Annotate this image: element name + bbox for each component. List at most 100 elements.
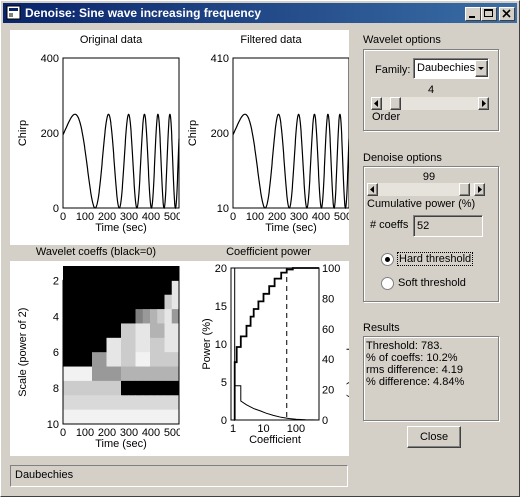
- x-tick-label: 500: [334, 211, 349, 223]
- close-icon: [502, 9, 511, 18]
- order-decrement-button[interactable]: [371, 97, 382, 110]
- heatmap-cell: [150, 352, 158, 368]
- y-tick-label: 200: [211, 128, 229, 140]
- heatmap-cell: [150, 280, 158, 296]
- soft-threshold-radio[interactable]: [381, 277, 394, 290]
- heatmap-cell: [113, 266, 122, 281]
- heatmap-cell: [135, 395, 144, 411]
- order-slider-thumb[interactable]: [389, 97, 401, 110]
- heatmap-cell: [171, 309, 180, 324]
- heatmap-cell: [63, 409, 71, 425]
- heatmap-cell: [157, 266, 165, 281]
- x-tick-label: 100: [76, 427, 94, 439]
- x-axis-label: Time (sec): [95, 222, 147, 234]
- hard-threshold-radio[interactable]: [381, 253, 394, 266]
- heatmap-cell: [142, 409, 151, 425]
- heatmap-cell: [150, 337, 158, 353]
- heatmap-cell: [157, 352, 165, 368]
- plot-frame: [62, 57, 180, 209]
- heatmap-cell: [77, 294, 86, 310]
- close-button[interactable]: Close: [407, 426, 461, 448]
- status-bar: Daubechies: [10, 465, 348, 487]
- heatmap-cell: [142, 323, 151, 339]
- heatmap-cell: [121, 409, 129, 425]
- heatmap-cell: [121, 309, 129, 324]
- heatmap-cell: [164, 395, 173, 411]
- soft-threshold-label[interactable]: Soft threshold: [398, 277, 466, 289]
- heatmap-cell: [164, 366, 173, 382]
- heatmap-cell: [106, 280, 115, 296]
- power-slider-thumb[interactable]: [458, 183, 470, 196]
- cumulative-power-slider[interactable]: [367, 183, 485, 196]
- app-icon: [6, 5, 21, 20]
- power-decrement-button[interactable]: [367, 183, 378, 196]
- title-bar[interactable]: Denoise: Sine wave increasing frequency: [3, 3, 517, 23]
- heatmap-cell: [84, 280, 93, 296]
- order-increment-button[interactable]: [478, 97, 489, 110]
- filtered-plot-title: Filtered data: [240, 34, 302, 46]
- y2-tick-label: 20: [322, 385, 334, 397]
- heatmap-cell: [70, 366, 78, 382]
- power-increment-button[interactable]: [474, 183, 485, 196]
- y-tick-label: 2: [53, 275, 59, 287]
- heatmap-cell: [121, 337, 129, 353]
- heatmap-cell: [92, 395, 100, 411]
- power-plot-title: Coefficient power: [226, 246, 311, 258]
- heatmap-cell: [157, 323, 165, 339]
- plot-frame: [230, 267, 320, 421]
- y2-tick-label: 40: [322, 354, 334, 366]
- heatmap-cell: [84, 337, 93, 353]
- y-axis-label: Chirp: [187, 120, 199, 146]
- heatmap-cell: [128, 323, 136, 339]
- heatmap-cell: [113, 352, 122, 368]
- heatmap-cell: [142, 352, 151, 368]
- heatmap-cell: [121, 280, 129, 296]
- x-tick-label: 100: [246, 211, 264, 223]
- heatmap-cell: [63, 323, 71, 339]
- heatmap-cell: [171, 266, 180, 281]
- heatmap-cell: [164, 280, 173, 296]
- heatmap-cell: [70, 266, 78, 281]
- heatmap-cell: [128, 380, 136, 396]
- heatmap-cell: [113, 337, 122, 353]
- heatmap-cell: [63, 294, 71, 310]
- y-tick-label: 8: [53, 383, 59, 395]
- heatmap-cell: [106, 395, 115, 411]
- maximize-button[interactable]: [481, 7, 497, 21]
- status-text: Daubechies: [15, 469, 74, 481]
- heatmap-cell: [135, 352, 144, 368]
- x-axis-label: Coefficient: [249, 434, 301, 446]
- heatmap-cell: [70, 294, 78, 310]
- cumulative-power-line: [233, 267, 319, 421]
- heatmap-cell: [99, 280, 107, 296]
- x-tick-label: 300: [120, 211, 138, 223]
- minimize-icon: [469, 16, 475, 18]
- heatmap-cell: [135, 266, 144, 281]
- heatmap-cell: [121, 395, 129, 411]
- results-group: [363, 336, 499, 421]
- wavelet-plot-title: Wavelet coeffs (black=0): [35, 246, 157, 258]
- y-tick-label: 410: [211, 53, 229, 65]
- minimize-button[interactable]: [465, 7, 481, 21]
- heatmap-cell: [106, 366, 115, 382]
- heatmap-cell: [63, 366, 71, 382]
- heatmap-cell: [99, 409, 107, 425]
- close-window-button[interactable]: [499, 7, 515, 21]
- heatmap-cell: [99, 352, 107, 368]
- heatmap-cell: [113, 380, 122, 396]
- heatmap-cell: [106, 266, 115, 281]
- power-value: 99: [422, 171, 436, 183]
- order-slider[interactable]: [371, 97, 489, 110]
- family-select[interactable]: Daubechies: [413, 58, 489, 79]
- x-tick-label: 0: [230, 211, 236, 223]
- x-tick-label: 400: [142, 427, 160, 439]
- chevron-left-icon: [374, 100, 378, 107]
- heatmap-cell: [157, 395, 165, 411]
- heatmap-cell: [150, 380, 158, 396]
- heatmap-cell: [63, 309, 71, 324]
- family-dropdown-button[interactable]: [475, 60, 488, 77]
- heatmap-cell: [150, 309, 158, 324]
- heatmap-cell: [157, 337, 165, 353]
- heatmap-cell: [142, 395, 151, 411]
- hard-threshold-label[interactable]: Hard threshold: [397, 252, 474, 266]
